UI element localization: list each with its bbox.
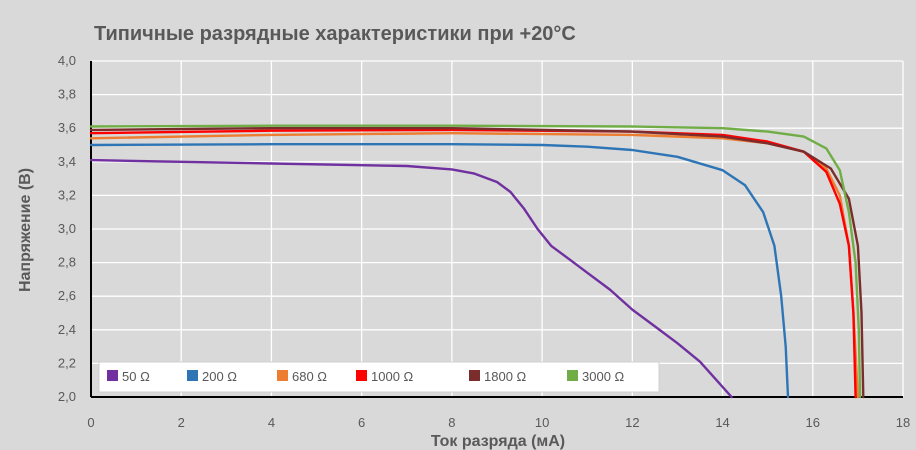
- y-tick-label: 3,2: [58, 187, 76, 202]
- y-tick-label: 2,8: [58, 255, 76, 270]
- y-tick-label: 3,4: [58, 154, 76, 169]
- chart-title: Типичные разрядные характеристики при +2…: [94, 23, 576, 45]
- axes: [90, 61, 903, 398]
- y-tick-label: 2,4: [58, 322, 76, 337]
- series-line-0: [89, 158, 733, 399]
- legend-swatch-5: [567, 370, 578, 381]
- x-tick-labels: 0 2 4 6 8 10 12 14 16 18: [87, 415, 910, 430]
- x-tick-label: 8: [448, 415, 455, 430]
- legend-label-1: 200 Ω: [202, 369, 237, 384]
- series-line-1: [89, 143, 790, 399]
- x-tick-label: 18: [896, 415, 910, 430]
- x-tick-label: 0: [87, 415, 94, 430]
- legend-label-0: 50 Ω: [122, 369, 150, 384]
- legend-swatch-1: [187, 370, 198, 381]
- x-tick-label: 16: [806, 415, 820, 430]
- x-axis-title: Ток разряда (мА): [431, 433, 565, 450]
- legend: 50 Ω 200 Ω 680 Ω 1000 Ω 1800 Ω 3000 Ω: [98, 361, 660, 393]
- series-lines: [89, 124, 865, 399]
- series-line-4: [89, 126, 865, 399]
- legend-label-2: 680 Ω: [292, 369, 327, 384]
- x-tick-label: 12: [625, 415, 639, 430]
- y-tick-label: 3,6: [58, 120, 76, 135]
- legend-swatch-4: [469, 370, 480, 381]
- y-tick-label: 3,0: [58, 221, 76, 236]
- legend-label-3: 1000 Ω: [371, 369, 414, 384]
- x-tick-label: 6: [358, 415, 365, 430]
- legend-swatch-0: [107, 370, 118, 381]
- y-axis-title: Напряжение (В): [17, 168, 34, 292]
- legend-label-5: 3000 Ω: [582, 369, 625, 384]
- x-tick-label: 14: [715, 415, 729, 430]
- x-tick-label: 10: [535, 415, 549, 430]
- y-tick-label: 4,0: [58, 53, 76, 68]
- x-tick-label: 2: [178, 415, 185, 430]
- y-tick-label: 2,6: [58, 288, 76, 303]
- legend-swatch-2: [277, 370, 288, 381]
- legend-swatch-3: [356, 370, 367, 381]
- series-line-5: [89, 124, 862, 399]
- y-tick-label: 3,8: [58, 87, 76, 102]
- y-tick-labels: 2,0 2,2 2,4 2,6 2,8 3,0 3,2 3,4 3,6 3,8 4,0: [58, 53, 76, 404]
- legend-label-4: 1800 Ω: [484, 369, 527, 384]
- y-tick-label: 2,2: [58, 355, 76, 370]
- x-tick-label: 4: [268, 415, 275, 430]
- y-tick-label: 2,0: [58, 389, 76, 404]
